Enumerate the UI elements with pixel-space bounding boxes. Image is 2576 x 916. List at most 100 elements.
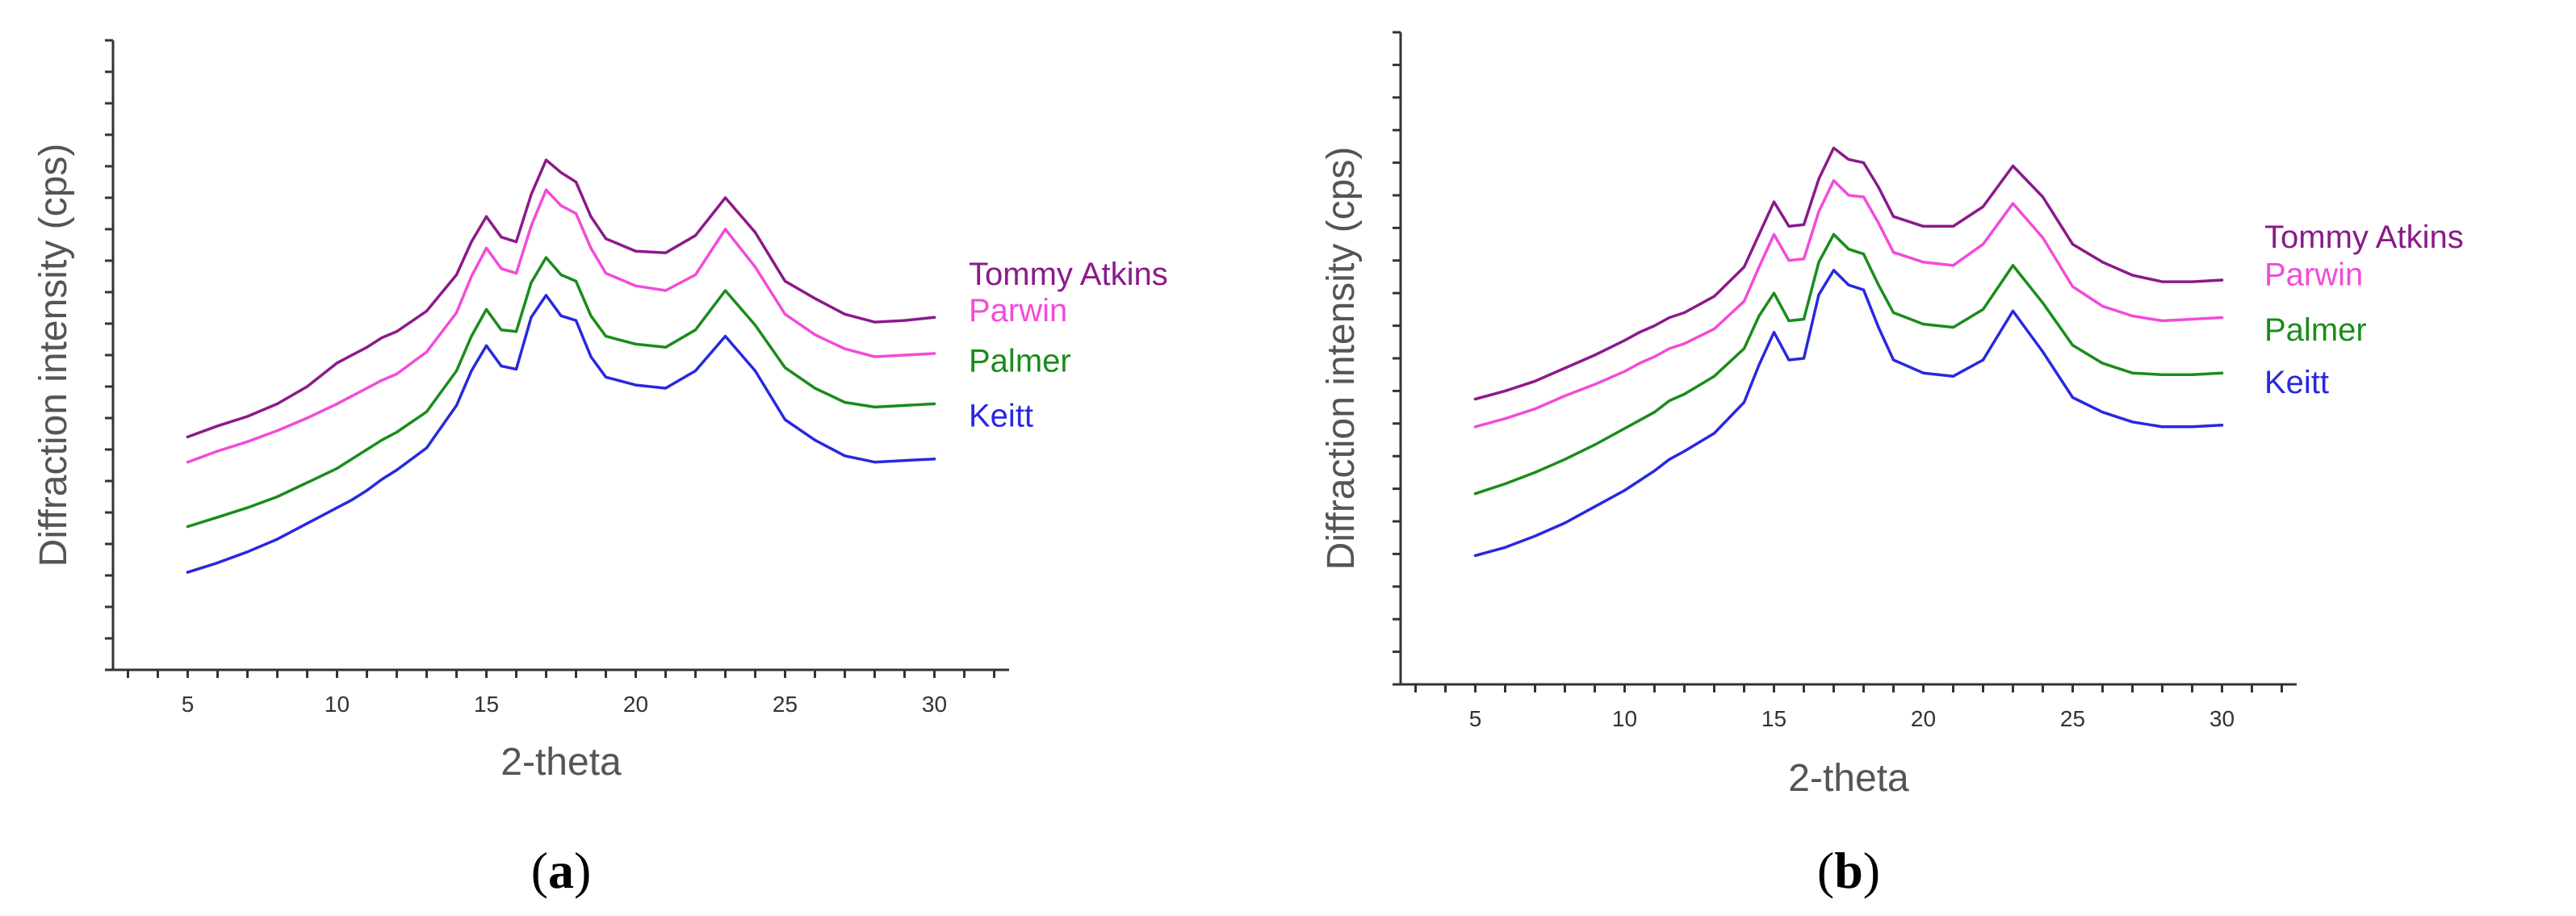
data-point — [1668, 316, 1671, 320]
data-point — [1832, 269, 1836, 272]
data-point — [470, 369, 473, 373]
data-point — [1473, 554, 1477, 558]
data-point — [1772, 200, 1776, 203]
data-point — [1921, 322, 1925, 326]
data-point — [1712, 432, 1716, 435]
data-point — [1712, 328, 1716, 331]
data-point — [932, 316, 936, 319]
x-tick-label: 30 — [922, 692, 947, 717]
data-point — [1593, 383, 1597, 386]
data-point — [1563, 366, 1567, 370]
data-point — [1623, 370, 1627, 373]
data-point — [365, 489, 369, 492]
data-point — [813, 333, 817, 337]
data-point — [559, 204, 563, 207]
data-point — [664, 345, 668, 349]
data-point — [2041, 301, 2045, 304]
data-point — [783, 279, 787, 282]
data-point — [783, 418, 787, 421]
data-point — [1652, 355, 1657, 358]
data-point — [365, 345, 369, 349]
x-tick-label: 15 — [474, 692, 499, 717]
data-point — [604, 375, 608, 379]
data-point — [1802, 357, 1806, 360]
legend-label-palmer: Palmer — [969, 343, 1071, 379]
data-point — [604, 335, 608, 338]
data-point — [484, 215, 488, 218]
data-point — [186, 571, 190, 574]
data-point — [1473, 492, 1477, 496]
data-point — [484, 246, 488, 249]
data-point — [216, 450, 220, 453]
data-point — [2071, 285, 2075, 288]
data-point — [1623, 339, 1627, 342]
data-point — [395, 468, 399, 471]
data-point — [350, 395, 354, 398]
data-point — [1877, 326, 1880, 329]
legend-label-tommy-atkins: Tommy Atkins — [969, 257, 1168, 292]
legend-label-parwin: Parwin — [2264, 257, 2363, 293]
data-point — [1503, 482, 1507, 486]
data-point — [1682, 342, 1686, 345]
data-point — [843, 312, 847, 316]
chart-panel-b: 5 10 15 20 25 30 2-theta Diffraction intensity … — [1288, 0, 2576, 916]
data-point — [1533, 408, 1537, 411]
x-axis-title: 2-theta — [1788, 757, 1909, 800]
data-point — [2160, 319, 2164, 323]
panel-label-a: (a) — [531, 842, 592, 899]
data-point — [1682, 450, 1686, 453]
data-point — [500, 365, 503, 368]
data-point — [2011, 264, 2015, 267]
data-point — [1847, 248, 1850, 251]
data-point — [753, 266, 757, 269]
data-point — [335, 506, 339, 509]
data-point — [425, 350, 429, 353]
data-point — [530, 224, 533, 228]
data-point — [574, 279, 578, 282]
data-point — [514, 367, 518, 371]
data-point — [245, 440, 249, 443]
data-point — [1877, 221, 1880, 224]
data-point — [1772, 232, 1776, 236]
data-point — [1668, 347, 1671, 350]
data-point — [843, 400, 847, 404]
data-point — [1533, 534, 1537, 537]
data-point — [723, 289, 727, 292]
data-point — [470, 241, 473, 244]
data-point — [664, 289, 668, 292]
data-point — [843, 347, 847, 350]
data-point — [1503, 546, 1507, 549]
data-point — [454, 273, 459, 277]
data-point — [664, 251, 668, 254]
data-point — [604, 272, 608, 275]
data-point — [1742, 266, 1746, 269]
data-point — [2190, 373, 2194, 376]
data-point — [1638, 331, 1641, 334]
data-point — [1593, 443, 1597, 446]
data-point — [753, 324, 757, 327]
x-tick-label: 15 — [1761, 706, 1786, 731]
data-point — [1772, 291, 1776, 295]
data-point — [2190, 317, 2194, 321]
data-point — [574, 319, 578, 322]
data-point — [1503, 417, 1507, 420]
data-point — [380, 438, 383, 441]
data-point — [1563, 521, 1567, 525]
data-point — [693, 234, 697, 237]
data-point — [2011, 309, 2015, 313]
data-point — [1981, 307, 1985, 311]
data-point — [1668, 399, 1671, 403]
x-tick-label: 20 — [623, 692, 648, 717]
data-point — [1772, 331, 1776, 334]
legend-label-keitt: Keitt — [969, 399, 1033, 434]
data-point — [544, 294, 548, 297]
data-point — [1921, 224, 1925, 228]
series-line-palmer — [1473, 232, 2224, 496]
data-point — [530, 193, 533, 196]
data-point — [2220, 278, 2224, 282]
data-point — [1757, 314, 1761, 318]
data-point — [932, 402, 936, 406]
data-point — [604, 237, 608, 241]
data-point — [216, 561, 220, 565]
data-point — [186, 461, 190, 464]
